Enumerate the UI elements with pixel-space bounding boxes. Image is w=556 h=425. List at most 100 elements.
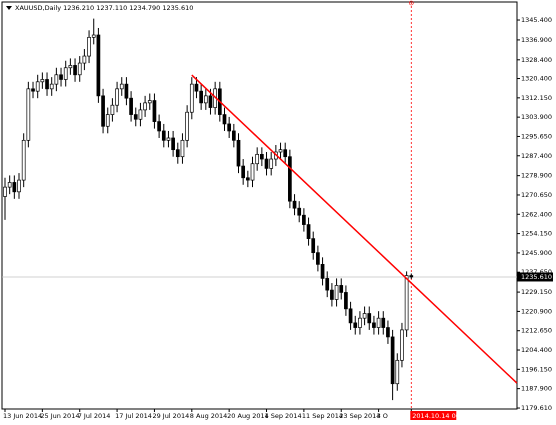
candle-body <box>390 336 395 385</box>
candle-body <box>250 163 255 181</box>
candle-body <box>292 200 297 209</box>
cursor-date-label: 2014.10.14 00:00 <box>412 412 470 420</box>
y-tick-label: 1220.900 <box>521 307 552 315</box>
candle-body <box>189 83 194 113</box>
y-tick-label: 1287.400 <box>521 152 552 160</box>
cursor-date-box <box>410 411 457 420</box>
y-tick-label: 1303.900 <box>521 113 552 121</box>
candle-body <box>12 182 17 193</box>
x-tick-label: 8 Aug 2014 <box>190 412 228 420</box>
candle-body <box>77 62 82 76</box>
x-tick-label: 23 Sep 2014 <box>339 412 380 420</box>
candle-body <box>339 285 344 293</box>
candle-body <box>152 100 157 122</box>
price-label-box <box>517 272 553 282</box>
candle-body <box>325 278 330 291</box>
candle-body <box>409 275 414 278</box>
candle-body <box>138 109 143 120</box>
y-tick-label: 1278.900 <box>521 172 552 180</box>
candle-body <box>101 95 105 127</box>
candle-body <box>180 139 185 158</box>
y-tick-label: 1229.150 <box>521 288 552 296</box>
candle-body <box>367 313 372 324</box>
candle-body <box>91 34 96 38</box>
candle-body <box>330 289 334 300</box>
candle-body <box>222 114 227 125</box>
candle-body <box>376 317 381 328</box>
candle-body <box>348 308 353 324</box>
candle-body <box>320 264 325 279</box>
candle-body <box>278 149 283 153</box>
menu-icon[interactable] <box>6 6 12 10</box>
candle-body <box>260 154 264 160</box>
candle-body <box>49 83 54 90</box>
candle-body <box>105 114 110 127</box>
candle-body <box>59 74 63 80</box>
candle-body <box>40 79 45 83</box>
y-tick-label: 1179.610 <box>521 404 552 412</box>
candle-body <box>35 81 40 92</box>
candle-body <box>143 102 147 111</box>
candle-body <box>264 158 269 169</box>
y-tick-label: 1336.900 <box>521 36 552 44</box>
candle-body <box>302 214 306 225</box>
candle-body <box>87 36 91 57</box>
candle-body <box>68 65 73 69</box>
x-tick-label: 7 Jul 2014 <box>78 412 111 420</box>
y-tick-label: 1312.150 <box>521 94 552 102</box>
candle-body <box>236 139 241 167</box>
candle-body <box>231 130 236 141</box>
x-tick-label: 1 Sep 2014 <box>265 412 302 420</box>
candle-body <box>381 317 386 328</box>
y-tick-label: 1212.650 <box>521 327 552 335</box>
y-tick-label: 1345.400 <box>521 16 552 24</box>
candle-body <box>166 137 171 141</box>
candle-body <box>194 83 199 92</box>
candle-body <box>199 90 203 104</box>
y-tick-label: 1328.400 <box>521 56 552 64</box>
candle-body <box>358 317 362 328</box>
candle-body <box>171 137 175 151</box>
x-tick-label: 25 Jun 2014 <box>40 412 79 420</box>
candle-body <box>404 275 409 331</box>
candle-body <box>119 83 124 90</box>
chart-title: XAUUSD,Daily 1236.210 1237.110 1234.790 … <box>15 4 193 12</box>
y-tick-label: 1187.900 <box>521 385 552 393</box>
candle-body <box>7 182 12 188</box>
y-tick-label: 1295.650 <box>521 132 552 140</box>
plot-frame <box>1 1 518 410</box>
candle-body <box>334 285 339 300</box>
candle-body <box>185 111 189 141</box>
y-tick-label: 1262.400 <box>521 210 552 218</box>
candle-body <box>362 313 367 319</box>
candle-body <box>297 207 302 216</box>
candle-body <box>110 104 115 115</box>
y-tick-label: 1204.400 <box>521 346 552 354</box>
y-tick-label: 1270.650 <box>521 191 552 199</box>
candle-body <box>96 34 101 97</box>
candle-body <box>311 238 316 254</box>
cursor-handle <box>408 0 414 6</box>
candle-body <box>124 83 129 99</box>
candle-body <box>129 97 133 115</box>
candle-body <box>17 179 21 193</box>
candle-body <box>208 95 213 108</box>
y-tick-label: 1196.150 <box>521 365 552 373</box>
candle-body <box>82 55 87 64</box>
x-tick-label: 11 Sep 2014 <box>302 412 343 420</box>
candle-body <box>241 165 246 179</box>
candle-body <box>45 79 49 90</box>
x-tick-label: 3 O <box>377 412 388 420</box>
candle-body <box>316 252 320 265</box>
candle-body <box>26 88 31 141</box>
candle-body <box>227 123 232 132</box>
price-label: 1235.610 <box>521 273 552 281</box>
candle-body <box>269 158 274 169</box>
candle-body <box>400 329 404 361</box>
candle-body <box>344 292 348 310</box>
candle-body <box>283 149 288 158</box>
candle-body <box>157 121 161 132</box>
trendline <box>191 74 518 384</box>
candle-body <box>395 359 400 385</box>
